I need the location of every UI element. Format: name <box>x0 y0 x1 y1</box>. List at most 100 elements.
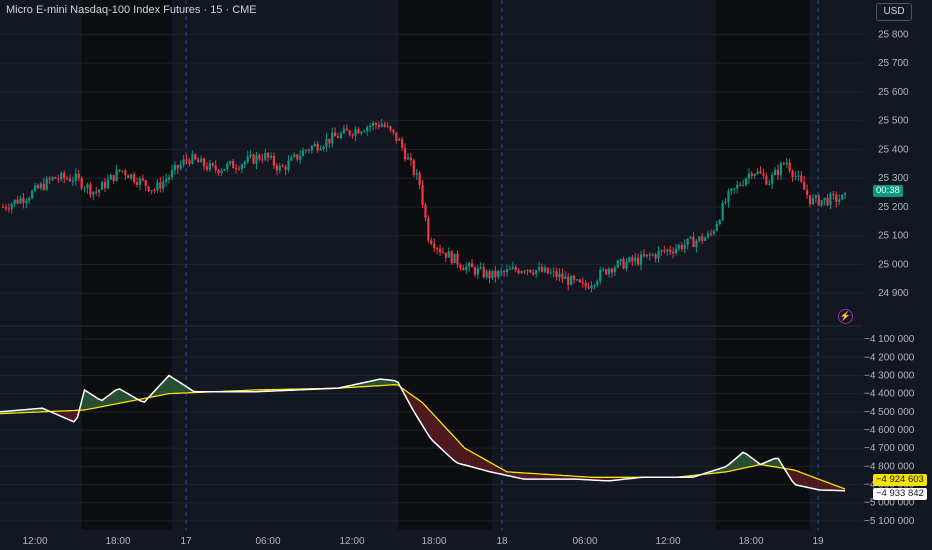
candle-body <box>54 177 57 179</box>
candle-body <box>153 190 156 192</box>
candle-body <box>127 175 130 179</box>
candle-body <box>307 149 311 151</box>
candle-body <box>523 271 526 273</box>
candle-body <box>179 164 182 169</box>
price-y-tick-label: 25 400 <box>878 144 909 155</box>
candle-body <box>610 268 614 273</box>
candle-body <box>657 250 660 259</box>
indicator-fill <box>514 472 518 478</box>
x-tick-label: 17 <box>180 536 192 547</box>
candle-body <box>599 269 602 282</box>
x-tick-label: 12:00 <box>22 536 47 547</box>
candle-body <box>415 172 418 175</box>
candle-body <box>220 170 223 174</box>
candle-body <box>261 159 264 161</box>
candle-body <box>386 126 389 128</box>
candle-body <box>124 170 127 176</box>
candle-body <box>74 173 77 181</box>
price-y-tick-label: 25 000 <box>878 259 909 270</box>
candle-body <box>71 180 75 182</box>
candle-body <box>476 268 479 275</box>
candle-body <box>619 258 622 261</box>
candle-body <box>482 266 485 278</box>
candle-body <box>112 174 115 181</box>
candle-body <box>485 270 488 278</box>
candle-body <box>820 200 823 206</box>
candle-body <box>278 165 281 171</box>
candle-body <box>418 172 421 185</box>
indicator-fill <box>503 469 507 476</box>
indicator-fill <box>538 473 543 480</box>
indicator-fill <box>390 380 395 385</box>
candle-body <box>549 272 552 274</box>
candle-body <box>25 200 28 203</box>
candle-body <box>832 194 835 196</box>
candle-body <box>537 267 541 271</box>
x-tick-label: 19 <box>812 536 824 547</box>
candle-body <box>651 254 654 256</box>
indicator-fill <box>549 474 553 480</box>
candle-body <box>555 271 558 278</box>
indicator-fill <box>387 379 391 386</box>
candle-body <box>135 181 139 185</box>
price-y-tick-label: 25 300 <box>878 173 909 184</box>
candle-body <box>19 198 22 204</box>
candle-body <box>57 178 60 180</box>
candle-body <box>33 185 37 191</box>
candle-body <box>779 163 783 176</box>
indicator-y-tick-label: −4 600 000 <box>864 425 915 436</box>
indicator-fill <box>531 473 536 480</box>
indicator-line <box>0 374 846 492</box>
candle-body <box>403 147 407 160</box>
candle-body <box>336 136 340 138</box>
candle-body <box>674 248 678 254</box>
countdown-price-tag: 00:38 <box>873 185 903 197</box>
indicator-last-value-tag: −4 933 842 <box>873 488 927 500</box>
candle-body <box>354 129 357 136</box>
candle-body <box>208 163 211 170</box>
candle-body <box>92 191 95 195</box>
x-tick-label: 18 <box>496 536 508 547</box>
candle-body <box>109 174 112 180</box>
candle-body <box>264 152 267 160</box>
candle-body <box>669 249 672 252</box>
candle-body <box>741 184 745 186</box>
indicator-fill <box>408 392 412 408</box>
candle-body <box>293 154 296 157</box>
indicator-fill <box>461 444 465 465</box>
indicator-fill <box>813 477 817 490</box>
candle-body <box>811 197 815 205</box>
candle-body <box>808 194 812 205</box>
indicator-fill <box>559 475 564 480</box>
indicator-fill <box>63 410 67 419</box>
candle-body <box>840 194 844 200</box>
candle-body <box>459 264 462 268</box>
indicator-fill <box>746 453 750 468</box>
candle-body <box>829 194 832 206</box>
candle-body <box>313 143 316 147</box>
indicator-fill <box>186 386 191 393</box>
candle-body <box>377 124 380 127</box>
candle-body <box>77 173 80 179</box>
currency-button[interactable]: USD <box>876 3 912 21</box>
candle-body <box>345 128 348 131</box>
candle-body <box>401 139 404 148</box>
candle-body <box>637 257 640 265</box>
candle-body <box>299 155 302 160</box>
candle-body <box>444 252 447 258</box>
indicator-fill <box>482 458 486 471</box>
candle-body <box>360 131 363 134</box>
lightning-bolt-icon[interactable]: ⚡ <box>838 309 853 324</box>
indicator-fill <box>369 380 374 387</box>
candle-body <box>176 164 179 169</box>
candle-body <box>593 284 596 286</box>
candle-body <box>712 230 715 234</box>
candle-body <box>351 134 354 136</box>
candle-body <box>115 169 118 181</box>
indicator-fill <box>742 452 747 469</box>
candle-body <box>441 252 445 254</box>
candle-body <box>843 193 847 195</box>
candle-body <box>284 166 287 170</box>
candle-body <box>194 154 197 160</box>
